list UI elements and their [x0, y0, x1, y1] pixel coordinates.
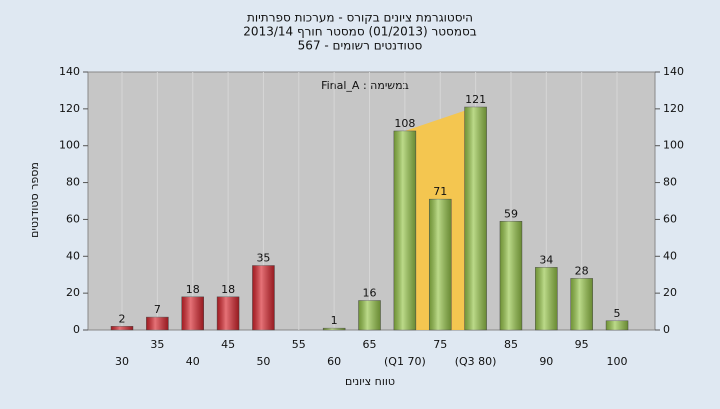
- value-label: 34: [539, 253, 553, 266]
- y-tick-label: 60: [66, 212, 80, 225]
- y2-tick-label: 60: [663, 212, 677, 225]
- value-label: 108: [394, 117, 415, 130]
- value-label: 35: [256, 252, 270, 265]
- x-tick-label: (Q1 70): [384, 355, 426, 368]
- y-tick-label: 80: [66, 176, 80, 189]
- bar-shine: [499, 221, 522, 330]
- y-tick-label: 0: [73, 323, 80, 336]
- x-axis-label: טווח ציונים: [345, 375, 395, 388]
- y2-tick-label: 20: [663, 286, 677, 299]
- y-tick-label: 20: [66, 286, 80, 299]
- x-tick-label: 65: [363, 338, 377, 351]
- x-tick-label: 85: [504, 338, 518, 351]
- y2-tick-label: 100: [663, 139, 684, 152]
- bar-shine: [217, 296, 240, 330]
- bar-shine: [606, 320, 629, 330]
- value-label: 7: [154, 303, 161, 316]
- title-line: בסמסטר (01/2013) סמסטר חורף 2013/14: [243, 25, 476, 39]
- bar-shine: [570, 278, 593, 330]
- y-tick-label: 120: [59, 102, 80, 115]
- y2-tick-label: 80: [663, 176, 677, 189]
- x-tick-label: 90: [539, 355, 553, 368]
- value-label: 59: [504, 207, 518, 220]
- x-tick-label: 75: [433, 338, 447, 351]
- bar-shine: [111, 326, 133, 330]
- value-label: 28: [575, 264, 589, 277]
- title-line: היסטוגרמת ציונים בקורס - מערכות ספרתיות: [247, 11, 473, 25]
- bar-shine: [535, 267, 558, 330]
- bar-shine: [252, 265, 275, 330]
- x-tick-label: 30: [115, 355, 129, 368]
- value-label: 1: [331, 314, 338, 327]
- y2-tick-label: 40: [663, 249, 677, 262]
- value-label: 18: [221, 283, 235, 296]
- y2-tick-label: 140: [663, 65, 684, 78]
- value-label: 2: [119, 312, 126, 325]
- y-axis-label: מספר סטודנטים: [28, 162, 41, 238]
- bar-shine: [429, 199, 452, 330]
- y-tick-label: 140: [59, 65, 80, 78]
- value-label: 121: [465, 93, 486, 106]
- annotation: במשימה : Final_A: [321, 79, 409, 92]
- value-label: 5: [614, 307, 621, 320]
- value-label: 71: [433, 185, 447, 198]
- y-tick-label: 100: [59, 139, 80, 152]
- bar-shine: [358, 300, 381, 330]
- x-tick-label: 40: [186, 355, 200, 368]
- x-tick-label: (Q3 80): [455, 355, 497, 368]
- x-tick-label: 35: [150, 338, 164, 351]
- x-tick-label: 60: [327, 355, 341, 368]
- x-tick-label: 50: [256, 355, 270, 368]
- x-tick-label: 100: [607, 355, 628, 368]
- y2-tick-label: 0: [663, 323, 670, 336]
- bar-shine: [393, 130, 416, 330]
- bar-shine: [464, 107, 487, 330]
- title-line: סטודנטים רשומים - 567: [298, 39, 423, 53]
- value-label: 16: [363, 287, 377, 300]
- x-tick-label: 55: [292, 338, 306, 351]
- bar-shine: [181, 296, 204, 330]
- y2-tick-label: 120: [663, 102, 684, 115]
- y-tick-label: 40: [66, 249, 80, 262]
- x-tick-label: 95: [575, 338, 589, 351]
- x-tick-label: 45: [221, 338, 235, 351]
- value-label: 18: [186, 283, 200, 296]
- plot-area: [87, 71, 656, 331]
- bar-shine: [323, 328, 346, 330]
- bar-shine: [146, 317, 169, 330]
